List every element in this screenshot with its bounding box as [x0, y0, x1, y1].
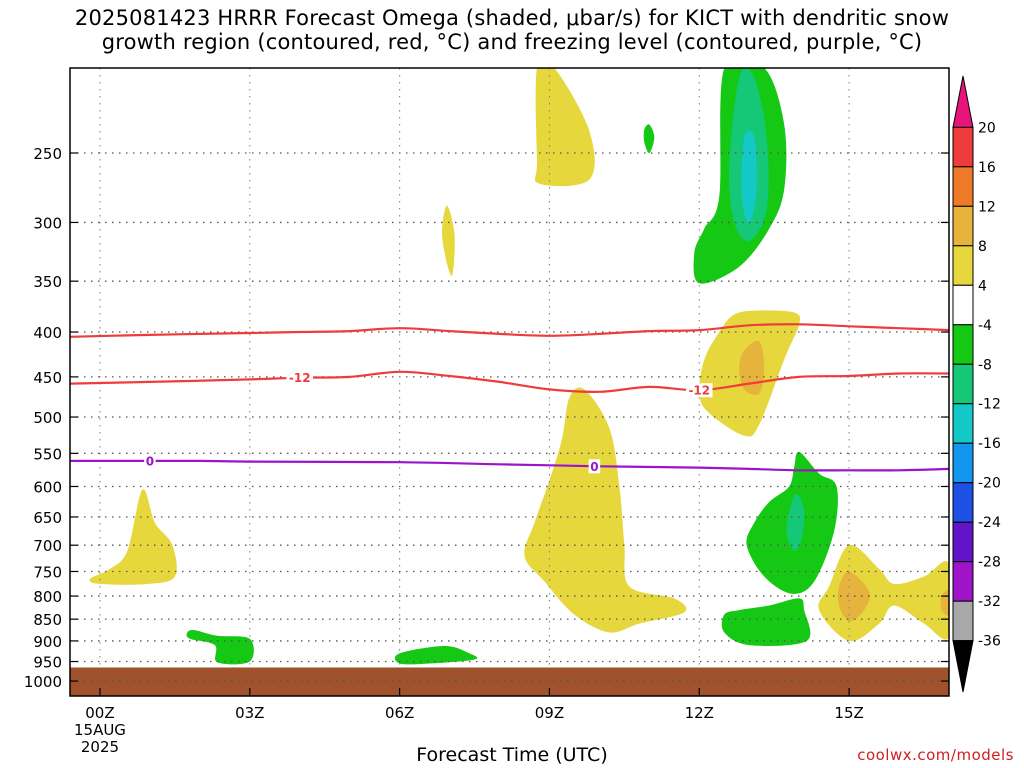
y-tick-label-350: 350 — [33, 273, 62, 291]
ground-layer — [70, 667, 949, 696]
ground-fill — [70, 667, 949, 696]
y-tick-label-750: 750 — [33, 563, 62, 581]
y-tick-label-650: 650 — [33, 509, 62, 527]
colorbar-arrow-bottom — [952, 640, 974, 693]
y-tick-label-900: 900 — [33, 633, 62, 651]
colorbar-segment-1 — [952, 126, 974, 168]
colorbar-label-13: -32 — [978, 594, 1001, 610]
x-tick-label-09Z: 09Z — [535, 704, 564, 722]
colorbar-segment-7 — [952, 363, 974, 405]
contour-label-4: 0 — [590, 460, 598, 474]
x-tick-label-15Z: 15Z — [834, 704, 863, 722]
contour-label-1: -12 — [289, 371, 311, 385]
colorbar-segment-8 — [952, 403, 974, 444]
colorbar-arrow-top — [952, 75, 974, 128]
colorbar-label-3: 12 — [978, 199, 996, 215]
y-tick-label-1000: 1000 — [24, 673, 62, 691]
omega-region-9 — [524, 387, 687, 633]
colorbar-label-1: 20 — [978, 120, 996, 136]
colorbar-segment-12 — [952, 561, 974, 602]
plot-frame — [69, 67, 950, 697]
colorbar-label-11: -24 — [978, 515, 1001, 531]
omega-region-2 — [442, 205, 455, 277]
colorbar-label-9: -16 — [978, 436, 1001, 452]
contour-label-bg-1 — [286, 370, 313, 385]
x-axis-label: Forecast Time (UTC) — [416, 744, 608, 766]
colorbar-segment-5 — [952, 284, 974, 326]
colorbar-segment-10 — [952, 482, 974, 523]
contour-label-bg-2 — [686, 383, 713, 398]
colorbar-segment-6 — [952, 324, 974, 365]
contour-label-3: 0 — [146, 454, 154, 468]
omega-region-18 — [394, 646, 478, 665]
colorbar-segment-11 — [952, 521, 974, 563]
colorbar-label-4: 8 — [978, 239, 987, 255]
omega-region-6 — [741, 130, 757, 223]
omega-region-11 — [786, 494, 805, 551]
colorbar-segment-2 — [952, 166, 974, 207]
colorbar-label-10: -20 — [978, 476, 1001, 492]
credit-link[interactable]: coolwx.com/models — [857, 746, 1014, 764]
y-tick-label-250: 250 — [33, 145, 62, 163]
chart-title-line-2: growth region (contoured, red, °C) and f… — [101, 30, 923, 54]
freezing-contour-3 — [70, 459, 949, 472]
y-tick-label-300: 300 — [33, 214, 62, 232]
omega-region-3 — [643, 124, 655, 154]
chart-title-line-1: 2025081423 HRRR Forecast Omega (shaded, … — [74, 6, 950, 30]
y-tick-label-850: 850 — [33, 611, 62, 629]
x-date-label-1: 15AUG — [74, 721, 126, 739]
colorbar-label-14: -36 — [978, 634, 1001, 650]
colorbar-label-12: -28 — [978, 555, 1001, 571]
colorbar-label-6: -4 — [978, 318, 992, 334]
dendritic-contour-1 — [70, 370, 949, 393]
y-tick-label-950: 950 — [33, 654, 62, 672]
colorbar-segment-3 — [952, 205, 974, 247]
colorbar-label-8: -12 — [978, 397, 1001, 413]
colorbar-segment-9 — [952, 442, 974, 484]
y-axis-ticks: 250 300 350 400 450 500 550 600 650 700 750 800 850 9… — [24, 145, 949, 691]
y-tick-label-400: 400 — [33, 324, 62, 342]
y-tick-label-700: 700 — [33, 537, 62, 555]
colorbar-label-2: 16 — [978, 160, 996, 176]
colorbar: 20 16 12 8 4 -4 -8 -12 -16 -20 -24 -28 -32 -36 — [952, 75, 1001, 693]
contour-label-2: -12 — [688, 384, 710, 398]
x-tick-label-12Z: 12Z — [685, 704, 714, 722]
contour-labels: -12 -12 0 0 — [144, 370, 713, 474]
grid-lines — [70, 68, 949, 682]
colorbar-segment-4 — [952, 245, 974, 286]
y-tick-label-550: 550 — [33, 445, 62, 463]
y-tick-label-500: 500 — [33, 409, 62, 427]
omega-region-17 — [186, 630, 254, 665]
dendritic-contour-2 — [70, 323, 949, 338]
omega-region-16 — [89, 489, 177, 585]
contour-lines — [70, 323, 949, 472]
y-tick-label-800: 800 — [33, 588, 62, 606]
chart-title: 2025081423 HRRR Forecast Omega (shaded, … — [0, 6, 1024, 54]
y-tick-label-600: 600 — [33, 478, 62, 496]
omega-region-12 — [721, 598, 811, 646]
omega-region-14 — [837, 571, 870, 622]
x-date-label-2: 2025 — [81, 738, 119, 756]
contour-label-bg-3 — [144, 453, 156, 468]
x-tick-label-00Z: 00Z — [85, 704, 114, 722]
colorbar-segment-13 — [952, 600, 974, 642]
contour-label-bg-4 — [588, 459, 601, 474]
x-tick-label-03Z: 03Z — [235, 704, 264, 722]
y-tick-label-450: 450 — [33, 369, 62, 387]
colorbar-label-7: -8 — [978, 357, 992, 373]
omega-shaded-regions — [89, 68, 949, 665]
omega-region-1 — [534, 68, 595, 187]
x-tick-label-06Z: 06Z — [385, 704, 414, 722]
colorbar-label-5: 4 — [978, 278, 987, 294]
